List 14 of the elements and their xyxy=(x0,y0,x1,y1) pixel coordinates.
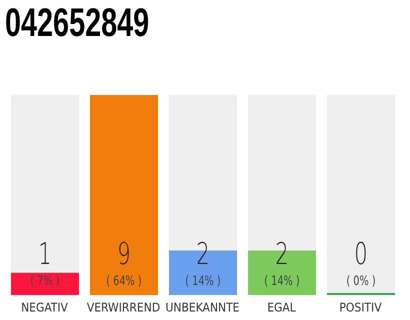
data-label: 0 xyxy=(354,237,368,272)
annotation: ( 14% ) xyxy=(185,272,221,288)
x-tick-label: UNBEKANNTE xyxy=(165,300,240,315)
x-tick-label: NEGATIV xyxy=(21,300,69,315)
annotation: ( 7% ) xyxy=(30,272,60,288)
x-tick-label: VERWIRREND xyxy=(86,300,160,315)
data-label: 9 xyxy=(117,237,131,272)
chart-title: 042652849 xyxy=(5,0,150,46)
data-label: 1 xyxy=(38,237,52,272)
x-tick-label: EGAL xyxy=(267,300,296,315)
annotation: ( 0% ) xyxy=(346,272,376,288)
annotation: ( 14% ) xyxy=(264,272,300,288)
x-tick-label: POSITIV xyxy=(339,300,382,315)
annotation: ( 64% ) xyxy=(106,272,142,288)
